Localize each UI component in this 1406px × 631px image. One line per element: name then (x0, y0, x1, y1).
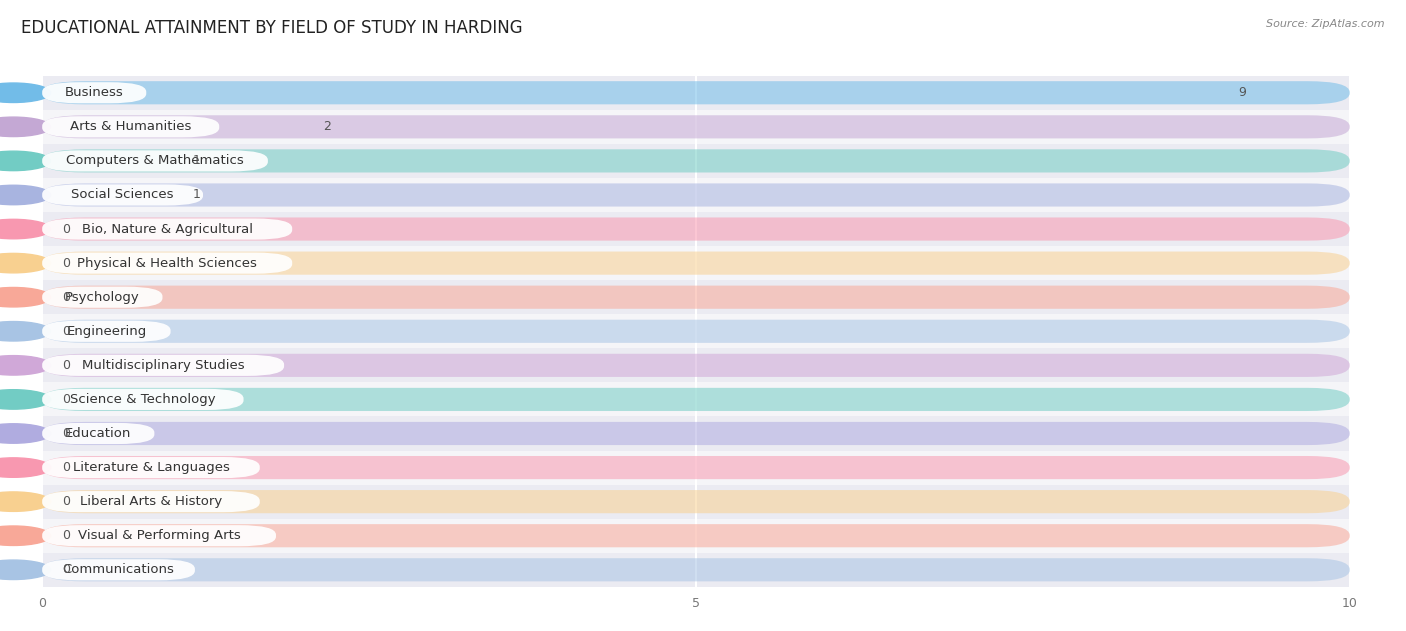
Text: 0: 0 (62, 427, 70, 440)
Text: Psychology: Psychology (65, 291, 139, 304)
FancyBboxPatch shape (42, 116, 219, 138)
FancyBboxPatch shape (42, 218, 1350, 240)
Text: 0: 0 (62, 223, 70, 235)
FancyBboxPatch shape (42, 184, 1350, 206)
FancyBboxPatch shape (42, 558, 1350, 581)
Text: Literature & Languages: Literature & Languages (73, 461, 229, 474)
FancyBboxPatch shape (42, 451, 1350, 485)
FancyBboxPatch shape (42, 246, 1350, 280)
FancyBboxPatch shape (42, 416, 1350, 451)
Text: Visual & Performing Arts: Visual & Performing Arts (77, 529, 240, 542)
Circle shape (0, 390, 51, 409)
FancyBboxPatch shape (42, 252, 292, 274)
FancyBboxPatch shape (42, 485, 1350, 519)
Text: 1: 1 (193, 189, 201, 201)
FancyBboxPatch shape (42, 456, 1350, 479)
Text: Social Sciences: Social Sciences (72, 189, 174, 201)
FancyBboxPatch shape (42, 218, 292, 240)
FancyBboxPatch shape (42, 286, 1350, 309)
Text: 0: 0 (62, 359, 70, 372)
FancyBboxPatch shape (42, 252, 1350, 274)
FancyBboxPatch shape (42, 110, 1350, 144)
FancyBboxPatch shape (42, 388, 1350, 411)
FancyBboxPatch shape (42, 524, 1350, 547)
Text: 0: 0 (62, 325, 70, 338)
FancyBboxPatch shape (42, 115, 1350, 138)
Text: Multidisciplinary Studies: Multidisciplinary Studies (82, 359, 245, 372)
Text: 9: 9 (1239, 86, 1247, 99)
FancyBboxPatch shape (42, 382, 1350, 416)
FancyBboxPatch shape (42, 457, 260, 478)
FancyBboxPatch shape (42, 354, 1350, 377)
FancyBboxPatch shape (42, 553, 1350, 587)
Circle shape (0, 322, 51, 341)
Text: Communications: Communications (63, 563, 174, 576)
FancyBboxPatch shape (42, 491, 260, 512)
FancyBboxPatch shape (42, 525, 276, 546)
Circle shape (0, 560, 51, 579)
Text: 0: 0 (62, 529, 70, 542)
Circle shape (0, 117, 51, 136)
FancyBboxPatch shape (42, 280, 1350, 314)
Text: Engineering: Engineering (66, 325, 146, 338)
Text: Computers & Mathematics: Computers & Mathematics (66, 155, 243, 167)
FancyBboxPatch shape (42, 144, 1350, 178)
FancyBboxPatch shape (42, 422, 1350, 445)
FancyBboxPatch shape (42, 519, 1350, 553)
FancyBboxPatch shape (42, 82, 146, 103)
FancyBboxPatch shape (42, 320, 1350, 343)
Circle shape (0, 151, 51, 170)
FancyBboxPatch shape (42, 355, 284, 376)
Text: 0: 0 (62, 393, 70, 406)
Text: Physical & Health Sciences: Physical & Health Sciences (77, 257, 257, 269)
Text: 0: 0 (62, 257, 70, 269)
Circle shape (0, 254, 51, 273)
Circle shape (0, 83, 51, 102)
Circle shape (0, 526, 51, 545)
Text: Source: ZipAtlas.com: Source: ZipAtlas.com (1267, 19, 1385, 29)
Circle shape (0, 424, 51, 443)
FancyBboxPatch shape (42, 150, 1350, 172)
FancyBboxPatch shape (42, 81, 1350, 104)
Circle shape (0, 356, 51, 375)
Text: Bio, Nature & Agricultural: Bio, Nature & Agricultural (82, 223, 253, 235)
Circle shape (0, 458, 51, 477)
Text: Science & Technology: Science & Technology (70, 393, 215, 406)
FancyBboxPatch shape (42, 490, 1350, 513)
FancyBboxPatch shape (42, 348, 1350, 382)
FancyBboxPatch shape (42, 314, 1350, 348)
Text: Business: Business (65, 86, 124, 99)
Text: 0: 0 (62, 291, 70, 304)
Circle shape (0, 220, 51, 239)
Text: Arts & Humanities: Arts & Humanities (70, 121, 191, 133)
Text: Education: Education (65, 427, 132, 440)
FancyBboxPatch shape (42, 212, 1350, 246)
Text: 2: 2 (323, 121, 332, 133)
FancyBboxPatch shape (42, 76, 1350, 110)
Text: 1: 1 (193, 155, 201, 167)
FancyBboxPatch shape (42, 423, 155, 444)
Text: 0: 0 (62, 495, 70, 508)
FancyBboxPatch shape (42, 389, 243, 410)
FancyBboxPatch shape (42, 559, 195, 581)
Circle shape (0, 288, 51, 307)
FancyBboxPatch shape (42, 321, 170, 342)
FancyBboxPatch shape (42, 178, 1350, 212)
FancyBboxPatch shape (42, 150, 269, 172)
Text: 0: 0 (62, 563, 70, 576)
Circle shape (0, 492, 51, 511)
Text: EDUCATIONAL ATTAINMENT BY FIELD OF STUDY IN HARDING: EDUCATIONAL ATTAINMENT BY FIELD OF STUDY… (21, 19, 523, 37)
Text: Liberal Arts & History: Liberal Arts & History (80, 495, 222, 508)
FancyBboxPatch shape (42, 286, 163, 308)
Circle shape (0, 186, 51, 204)
Text: 0: 0 (62, 461, 70, 474)
FancyBboxPatch shape (42, 184, 202, 206)
